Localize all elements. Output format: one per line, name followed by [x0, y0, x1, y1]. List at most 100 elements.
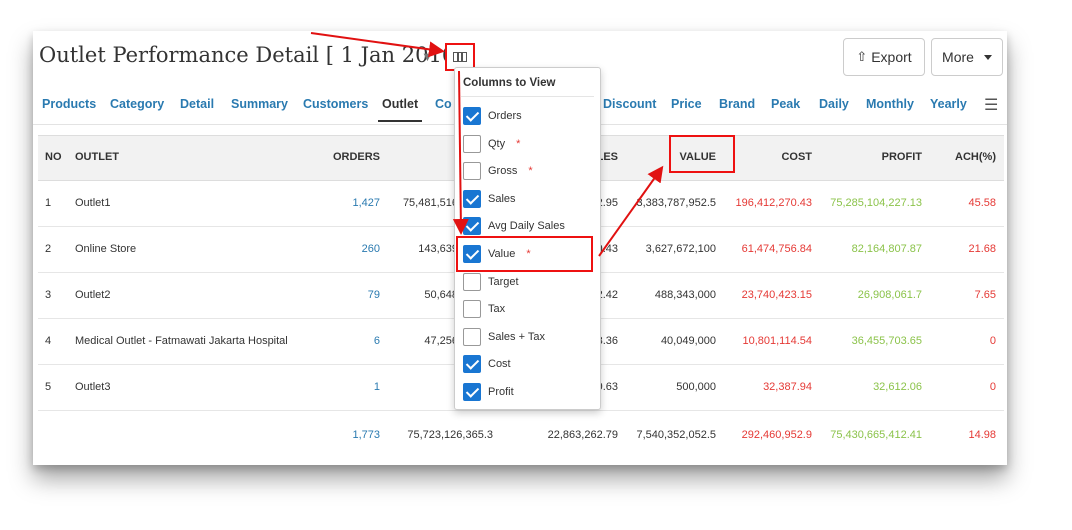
tab-co[interactable]: Co: [435, 97, 452, 111]
more-button[interactable]: More: [931, 38, 1003, 76]
cell-gross: 47,256: [424, 335, 458, 347]
cell-sales: 3.36: [596, 335, 618, 347]
cell-no: 1: [45, 197, 52, 209]
tab-monthly[interactable]: Monthly: [866, 97, 914, 111]
header-cost[interactable]: COST: [781, 151, 812, 163]
totals-row: 1,773 75,723,126,365.3 22,863,262.79 7,5…: [38, 411, 1004, 457]
table-row[interactable]: 5 Outlet3 1 9.63 500,000 32,387.94 32,61…: [38, 365, 1004, 411]
cell-ach: 45.58: [968, 197, 996, 209]
cell-sales: 2.42: [596, 289, 618, 301]
total-profit: 75,430,665,412.41: [830, 429, 922, 441]
column-option[interactable]: Profit: [463, 381, 514, 403]
tab-outlet[interactable]: Outlet: [378, 97, 423, 122]
checkbox[interactable]: [463, 189, 481, 208]
page-title: Outlet Performance Detail [ 1 Jan 2016: [39, 43, 456, 67]
report-window: Outlet Performance Detail [ 1 Jan 2016 ▼…: [33, 31, 1007, 465]
header-ach[interactable]: ACH(%): [955, 151, 996, 163]
column-option[interactable]: Tax: [463, 298, 505, 320]
required-marker: *: [528, 165, 533, 178]
column-option[interactable]: Target: [463, 271, 519, 293]
header-sales[interactable]: LES: [596, 151, 618, 163]
tab-discount[interactable]: Discount: [603, 97, 657, 111]
cell-outlet: Outlet3: [75, 381, 111, 393]
tab-peak[interactable]: Peak: [771, 97, 801, 111]
checkbox[interactable]: [463, 355, 481, 374]
cell-outlet: Medical Outlet - Fatmawati Jakarta Hospi…: [75, 335, 288, 347]
tab-price[interactable]: Price: [671, 97, 702, 111]
tab-products[interactable]: Products: [42, 97, 97, 111]
upload-icon: ⇧: [856, 49, 868, 64]
tab-category[interactable]: Category: [110, 97, 165, 111]
checkbox[interactable]: [463, 327, 481, 346]
cell-orders[interactable]: 1: [373, 381, 380, 393]
column-option-label: Gross: [488, 165, 518, 178]
cell-no: 4: [45, 335, 52, 347]
cell-outlet: Outlet2: [75, 289, 111, 301]
cell-orders[interactable]: 260: [361, 243, 380, 255]
export-button[interactable]: ⇧ Export: [843, 38, 925, 76]
checkbox[interactable]: [463, 383, 481, 401]
column-option-label: Profit: [488, 386, 514, 398]
column-option-label: Cost: [488, 358, 511, 371]
header-value[interactable]: VALUE: [679, 151, 716, 163]
cell-cost: 32,387.94: [763, 381, 812, 393]
cell-gross: 50,648: [424, 289, 458, 301]
header-orders[interactable]: ORDERS: [332, 151, 380, 163]
column-option[interactable]: Gross *: [463, 160, 533, 182]
column-option-label: Avg Daily Sales: [488, 220, 565, 233]
cell-orders[interactable]: 1,427: [352, 197, 380, 209]
checkbox[interactable]: [463, 107, 481, 125]
value-option-highlight: [456, 236, 593, 272]
cell-orders[interactable]: 6: [373, 335, 380, 347]
columns-dropdown: Columns to View Orders Qty * Gross * Sales Avg…: [454, 67, 601, 410]
column-option[interactable]: Sales: [463, 188, 516, 210]
column-option[interactable]: Sales + Tax: [463, 326, 545, 348]
cell-value: 500,000: [676, 381, 716, 393]
cell-orders[interactable]: 79: [367, 289, 380, 301]
cell-profit: 36,455,703.65: [851, 335, 922, 347]
cell-gross: 75,481,516: [402, 197, 458, 209]
total-sales: 22,863,262.79: [547, 429, 618, 441]
column-option[interactable]: Qty *: [463, 133, 520, 155]
column-option-label: Target: [488, 275, 519, 288]
column-option-label: Sales: [488, 192, 516, 205]
total-gross: 75,723,126,365.3: [407, 429, 493, 441]
cell-value: 3,627,672,100: [645, 243, 716, 255]
arrow-to-value-option: [452, 70, 469, 235]
header-profit[interactable]: PROFIT: [881, 151, 922, 163]
column-option[interactable]: Value *: [463, 243, 531, 265]
divider: [461, 96, 594, 97]
header-outlet[interactable]: OUTLET: [75, 151, 119, 163]
checkbox[interactable]: [463, 300, 481, 319]
column-option[interactable]: Cost: [463, 353, 511, 375]
header-no[interactable]: NO: [45, 151, 62, 163]
total-cost: 292,460,952.9: [741, 429, 812, 441]
checkbox[interactable]: [463, 272, 481, 291]
tab-daily[interactable]: Daily: [819, 97, 849, 111]
value-header-highlight: [669, 135, 735, 173]
menu-icon[interactable]: ☰: [984, 97, 999, 114]
column-option-label: Value: [488, 248, 516, 260]
cell-no: 3: [45, 289, 52, 301]
cell-profit: 75,285,104,227.13: [830, 197, 922, 209]
table-row[interactable]: 1 Outlet1 1,427 75,481,516 2.95 3,383,78…: [38, 181, 1004, 227]
cell-no: 2: [45, 243, 52, 255]
cell-ach: 0: [989, 335, 996, 347]
column-option-label: Tax: [488, 303, 506, 316]
tab-summary[interactable]: Summary: [231, 97, 288, 111]
checkbox[interactable]: [463, 245, 481, 263]
required-marker: *: [516, 137, 521, 150]
cell-cost: 10,801,114.54: [742, 335, 812, 347]
checkbox[interactable]: [463, 134, 481, 153]
tab-customers[interactable]: Customers: [303, 97, 369, 111]
cell-value: 3,383,787,952.5: [636, 197, 716, 209]
tab-brand[interactable]: Brand: [719, 97, 756, 111]
tab-detail[interactable]: Detail: [180, 97, 215, 111]
column-option-label: Sales + Tax: [488, 330, 545, 343]
annotation-arrows: [310, 32, 664, 257]
export-label: Export: [871, 49, 912, 65]
column-option[interactable]: Orders: [463, 105, 522, 127]
checkbox[interactable]: [463, 162, 481, 181]
cell-sales: 9.63: [596, 381, 618, 393]
tab-yearly[interactable]: Yearly: [930, 97, 967, 111]
